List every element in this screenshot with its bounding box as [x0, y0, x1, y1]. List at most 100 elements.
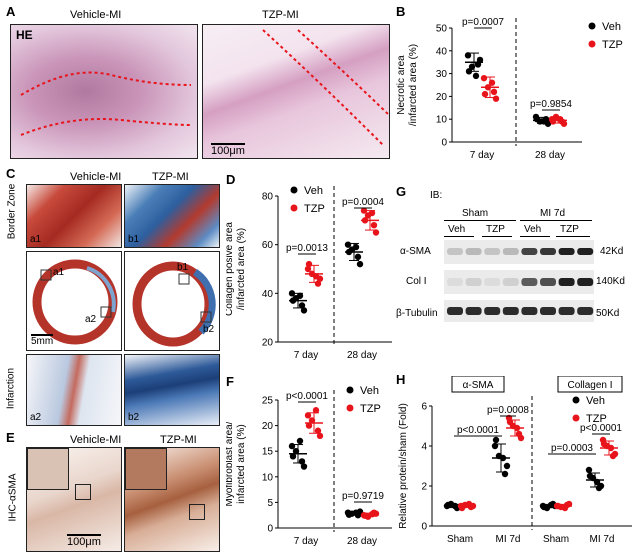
chart-h-ylabel: Relative protein/sham (Fold) — [398, 403, 409, 529]
chart-b: 0 10 20 30 40 50 Necrotic area/infarcted area … — [396, 17, 623, 161]
chart-h-pvalue: p=0.0008 — [487, 405, 529, 416]
e-tzp-inset — [125, 448, 167, 490]
panel-c-label: C — [6, 166, 16, 181]
chart-f-ytick-label: 5 — [267, 498, 273, 509]
blot-row-tubulin-label: β-Tubulin — [396, 308, 438, 319]
chart-f-pvalue: p<0.0001 — [286, 391, 328, 402]
c-b1-image: b1 — [124, 184, 220, 248]
blot-band-col — [558, 278, 575, 286]
c-scale-bar: 5mm — [31, 334, 54, 347]
chart-b-legend-marker-tzp — [588, 40, 596, 48]
chart-h-group-title: α-SMA — [463, 380, 494, 391]
chart-d-point-veh — [356, 260, 364, 268]
blot-band-sma — [484, 248, 501, 255]
chart-h-group-title-box — [557, 376, 623, 393]
chart-h-pvalue: p<0.0001 — [580, 423, 622, 434]
chart-d-legend-marker-tzp — [290, 204, 298, 212]
chart-d-legend-label-tzp: TZP — [304, 203, 325, 215]
chart-d-ytick-label: 20 — [262, 338, 274, 349]
blot-band-col — [502, 278, 519, 286]
blot-row-sma-kd: 42Kd — [600, 246, 624, 257]
chart-d-point-tzp — [360, 207, 368, 214]
blot-band-sma — [502, 248, 519, 255]
panel-g-label: G — [396, 184, 407, 199]
chart-b-point-tzp — [480, 74, 488, 82]
chart-b-ytick-label: 20 — [436, 92, 448, 103]
chart-h-pvalue: p<0.0001 — [457, 425, 499, 436]
c-a2-label: a2 — [30, 412, 42, 423]
c-mid-b2-label: b2 — [203, 324, 215, 335]
chart-h-point-veh — [597, 482, 605, 490]
c-vehicle-box-a1 — [40, 269, 52, 281]
chart-h-category-label: MI 7d — [589, 534, 614, 545]
chart-d-point-veh — [300, 307, 308, 314]
panel-a-left-title: Vehicle-MI — [70, 9, 122, 21]
chart-d: 20 40 60 80 Collagen posive area/infarcted a… — [226, 185, 392, 361]
chart-h-point-tzp — [611, 450, 619, 458]
panel-e-left-title: Vehicle-MI — [70, 434, 122, 446]
chart-d-ylabel-line: /infarcted area (%) — [236, 228, 247, 310]
c-b2-label: b2 — [128, 412, 140, 423]
c-tzp-fibrotic-wall — [192, 269, 216, 335]
blot-veh2-header: Veh — [524, 224, 542, 235]
chart-d-point-tzp — [372, 229, 380, 236]
chart-d-legend-marker-veh — [290, 186, 298, 194]
he-vehicle-dashed-upper — [20, 71, 192, 96]
chart-d-point-tzp — [370, 222, 378, 229]
chart-f-ytick-label: 20 — [262, 421, 274, 432]
c-vehicle-thin-wall — [86, 266, 116, 313]
blot-row-col-label: Col I — [406, 276, 427, 287]
chart-b-legend-label-tzp: TZP — [602, 39, 623, 51]
chart-d-ytick-label: 40 — [262, 289, 274, 300]
chart-f-category-label: 7 day — [294, 536, 318, 547]
chart-f-ytick-label: 15 — [262, 447, 274, 458]
chart-f-point-veh — [300, 463, 308, 470]
blot-tzp2-header: TZP — [560, 224, 579, 235]
panel-c-left-title: Vehicle-MI — [70, 171, 122, 183]
he-vehicle-dashed-lower — [20, 118, 192, 136]
blot-tzp1-underline — [482, 236, 512, 237]
chart-h-category-label: Sham — [447, 534, 473, 545]
panel-b-label: B — [396, 4, 406, 19]
panel-f-label: F — [226, 374, 234, 389]
chart-b-point-tzp — [560, 120, 568, 127]
e-vehicle-inset — [27, 448, 69, 490]
chart-h-category-label: Sham — [543, 534, 569, 545]
c-a2-image: a2 — [26, 354, 122, 426]
e-tzp-box — [189, 504, 205, 520]
blot-row-col-kd: 140Kd — [596, 276, 625, 287]
he-scale-bar: 100μm — [211, 143, 245, 157]
blot-veh1-underline — [444, 236, 474, 237]
chart-b-point-tzp — [492, 95, 500, 102]
he-stain-label: HE — [16, 28, 33, 42]
chart-d-pvalue: p=0.0004 — [342, 197, 384, 208]
blot-row-tubulin-kd: 50Kd — [596, 308, 620, 319]
blot-band-col — [447, 278, 463, 286]
c-vehicle-section: a1 a2 5mm — [26, 251, 122, 351]
chart-b-category-label: 28 day — [535, 150, 565, 161]
chart-d-point-tzp — [305, 260, 313, 268]
blot-band-col — [521, 278, 538, 286]
chart-d-ylabel: Collagen posive area/infarcted area (%) — [226, 222, 247, 316]
chart-b-point-veh — [464, 52, 472, 59]
blot-band-tubulin — [558, 307, 575, 315]
c-vehicle-box-a2 — [100, 306, 112, 318]
blot-band-col — [540, 278, 556, 286]
blot-band-sma — [577, 248, 594, 255]
chart-f-point-tzp — [312, 407, 320, 414]
chart-f-ytick-label: 0 — [267, 524, 273, 535]
chart-f-pvalue: p=0.9719 — [342, 491, 384, 502]
blot-band-col — [577, 278, 594, 286]
panel-h-label: H — [396, 372, 406, 387]
chart-d-category-label: 28 day — [347, 350, 377, 361]
chart-f-ylabel: Myofibroblast area/infarcted area (%) — [226, 421, 247, 506]
e-vehicle-image: 100μm — [26, 447, 122, 552]
blot-veh1-header: Veh — [448, 224, 466, 235]
chart-h-ytick-label: 4 — [421, 442, 427, 453]
blot-ib-label: IB: — [430, 190, 443, 201]
chart-d-point-tzp — [304, 265, 312, 273]
chart-h-legend-label-veh: Veh — [586, 395, 605, 407]
chart-b-ylabel-line: /infarcted area (%) — [408, 44, 419, 126]
panel-a-right-title: TZP-MI — [262, 9, 299, 21]
c-mid-a1-label: a1 — [53, 267, 65, 278]
